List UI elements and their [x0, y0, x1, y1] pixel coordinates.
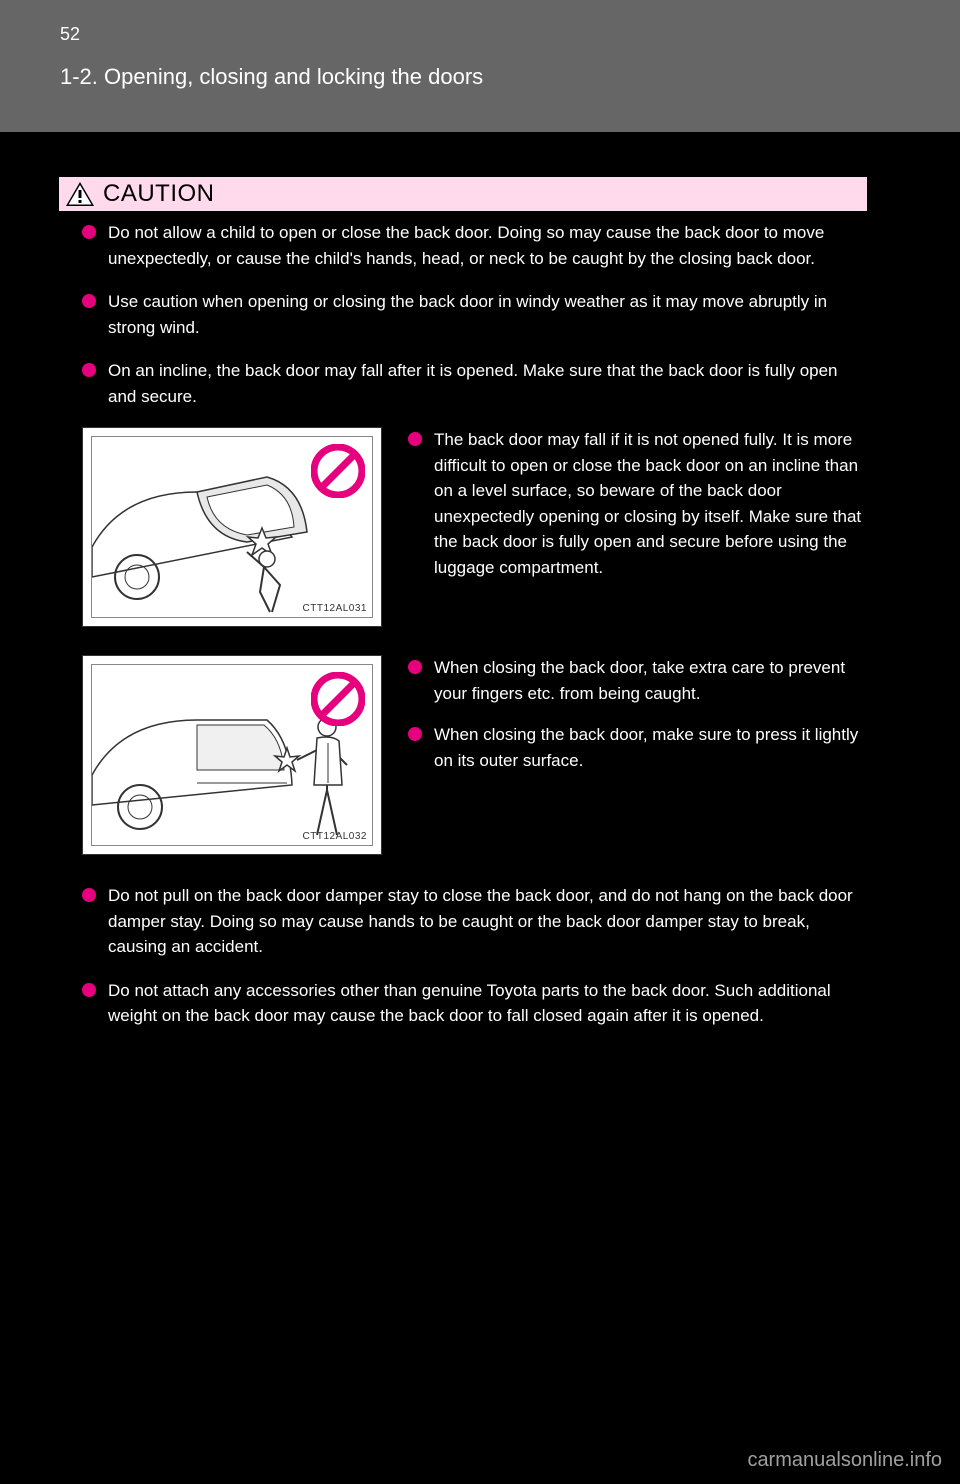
bullet-icon — [82, 294, 96, 308]
figure-text-column: The back door may fall if it is not open… — [408, 427, 868, 627]
prohibit-icon — [311, 672, 365, 726]
caution-text: When closing the back door, make sure to… — [434, 722, 868, 773]
page-header: 52 1-2. Opening, closing and locking the… — [0, 0, 960, 132]
page-number: 52 — [60, 24, 80, 45]
figure-caption: CTT12AL032 — [303, 829, 367, 844]
caution-item: Do not allow a child to open or close th… — [58, 220, 868, 271]
bullet-icon — [82, 225, 96, 239]
figure-2: CTT12AL032 — [82, 655, 382, 855]
caution-item: The back door may fall if it is not open… — [408, 427, 868, 580]
section-title: 1-2. Opening, closing and locking the do… — [60, 64, 483, 90]
caution-item: On an incline, the back door may fall af… — [58, 358, 868, 409]
caution-text: Do not allow a child to open or close th… — [108, 220, 868, 271]
bullet-icon — [82, 888, 96, 902]
figure-text-column: When closing the back door, take extra c… — [408, 655, 868, 855]
prohibit-icon — [311, 444, 365, 498]
caution-text: The back door may fall if it is not open… — [434, 427, 868, 580]
bullet-icon — [408, 727, 422, 741]
caution-label: CAUTION — [103, 180, 215, 208]
figure-caption: CTT12AL031 — [303, 601, 367, 616]
warning-triangle-icon — [65, 181, 95, 207]
caution-item: When closing the back door, take extra c… — [408, 655, 868, 706]
caution-text: Do not pull on the back door damper stay… — [108, 883, 868, 960]
caution-text: Do not attach any accessories other than… — [108, 978, 868, 1029]
bullet-icon — [408, 432, 422, 446]
bullet-icon — [82, 983, 96, 997]
bullet-icon — [82, 363, 96, 377]
caution-bar: CAUTION — [58, 176, 868, 212]
caution-text: On an incline, the back door may fall af… — [108, 358, 868, 409]
caution-item: Use caution when opening or closing the … — [58, 289, 868, 340]
figure-row: CTT12AL031 The back door may fall if it … — [58, 427, 868, 627]
content-area: Do not allow a child to open or close th… — [58, 220, 868, 1047]
figure-1: CTT12AL031 — [82, 427, 382, 627]
caution-text: Use caution when opening or closing the … — [108, 289, 868, 340]
caution-item: When closing the back door, make sure to… — [408, 722, 868, 773]
figure-row: CTT12AL032 When closing the back door, t… — [58, 655, 868, 855]
watermark: carmanualsonline.info — [747, 1449, 942, 1472]
caution-item: Do not attach any accessories other than… — [58, 978, 868, 1029]
caution-text: When closing the back door, take extra c… — [434, 655, 868, 706]
bullet-icon — [408, 660, 422, 674]
caution-item: Do not pull on the back door damper stay… — [58, 883, 868, 960]
